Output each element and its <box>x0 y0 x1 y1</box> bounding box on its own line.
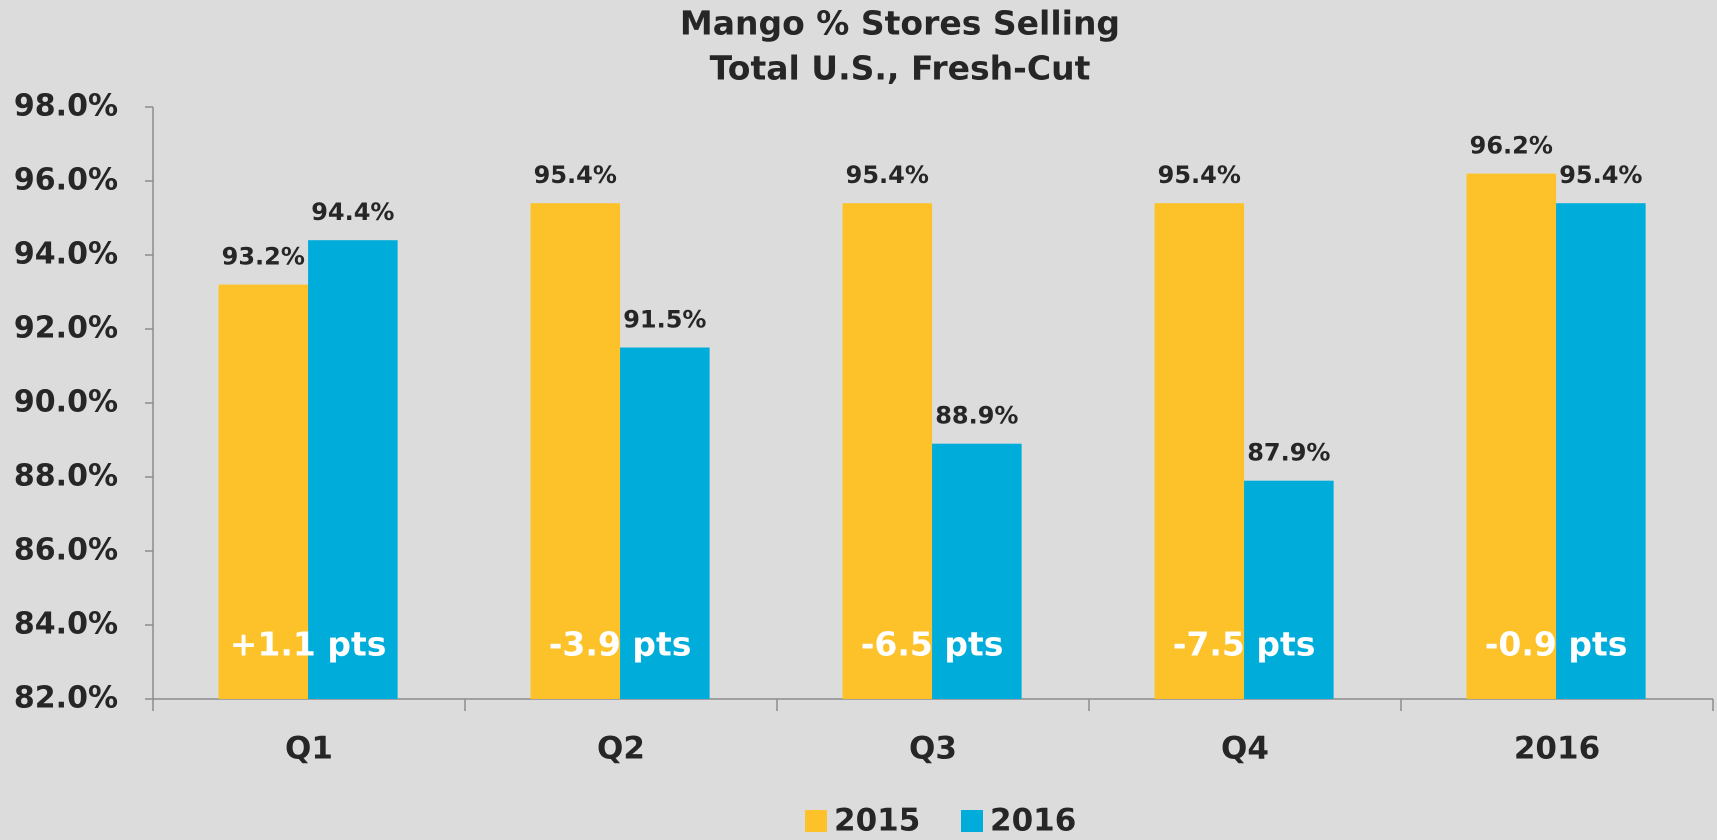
y-tick-label: 96.0% <box>14 163 118 198</box>
bar <box>308 240 398 699</box>
y-tick-label: 82.0% <box>14 681 118 716</box>
annotation: -7.5 pts <box>1173 625 1316 664</box>
value-label: 96.2% <box>1470 132 1553 160</box>
x-tick-label: Q3 <box>909 731 957 767</box>
legend-swatch <box>805 810 827 832</box>
bar <box>218 284 309 699</box>
y-tick-label: 92.0% <box>14 311 118 346</box>
bar <box>842 203 933 699</box>
annotation: -3.9 pts <box>549 625 692 664</box>
value-label: 94.4% <box>311 198 394 226</box>
value-label: 95.4% <box>534 161 617 189</box>
bar <box>530 203 621 699</box>
bar <box>1466 173 1557 700</box>
bar <box>1556 203 1646 699</box>
x-tick-label: Q2 <box>597 731 645 767</box>
bar <box>932 443 1022 699</box>
chart-subtitle: Total U.S., Fresh-Cut <box>710 49 1091 88</box>
legend-label: 2015 <box>834 803 920 839</box>
value-label: 88.9% <box>935 402 1018 430</box>
value-label: 91.5% <box>623 306 706 334</box>
y-tick-label: 94.0% <box>14 237 118 272</box>
value-label: 87.9% <box>1247 439 1330 467</box>
x-tick-label: 2016 <box>1514 731 1600 767</box>
value-label: 95.4% <box>1158 161 1241 189</box>
y-tick-label: 98.0% <box>14 89 118 124</box>
bar <box>1154 203 1245 699</box>
annotation: -0.9 pts <box>1485 625 1628 664</box>
value-label: 95.4% <box>846 161 929 189</box>
annotation: -6.5 pts <box>861 625 1004 664</box>
y-tick-label: 90.0% <box>14 385 118 420</box>
y-tick-label: 88.0% <box>14 459 118 494</box>
value-label: 95.4% <box>1559 161 1642 189</box>
legend-label: 2016 <box>990 803 1076 839</box>
x-tick-label: Q4 <box>1221 731 1269 767</box>
bar <box>1244 480 1334 699</box>
y-tick-label: 84.0% <box>14 607 118 642</box>
chart-title: Mango % Stores Selling <box>680 4 1120 43</box>
x-tick-label: Q1 <box>285 731 333 767</box>
legend-swatch <box>961 810 983 832</box>
y-tick-label: 86.0% <box>14 533 118 568</box>
value-label: 93.2% <box>222 243 305 271</box>
bar <box>620 347 710 699</box>
annotation: +1.1 pts <box>230 625 387 664</box>
